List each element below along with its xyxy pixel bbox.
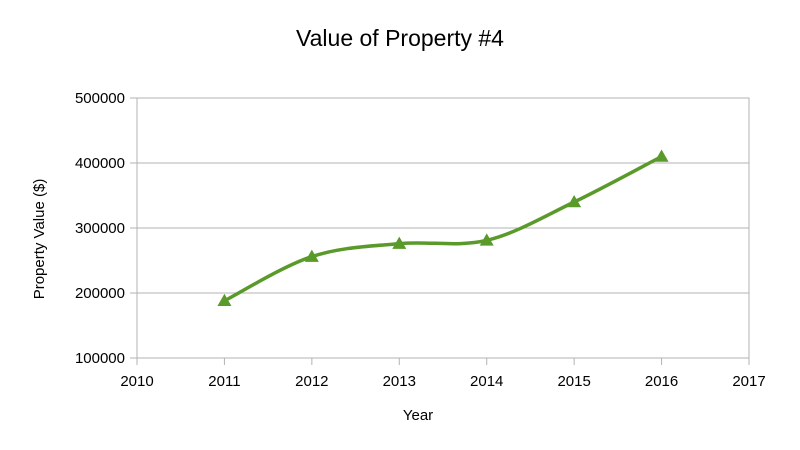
data-point-marker (567, 195, 582, 208)
x-tick-label: 2015 (557, 373, 590, 390)
x-tick-label: 2013 (383, 373, 416, 390)
x-axis-label: Year (403, 407, 433, 424)
data-point-marker (304, 249, 319, 262)
y-tick-label: 400000 (75, 155, 125, 172)
y-tick-label: 200000 (75, 285, 125, 302)
data-point-marker (654, 149, 669, 162)
data-point-marker (392, 236, 407, 249)
x-axis-ticks: 2010 2011 2012 2013 2014 2015 2016 2017 (120, 358, 766, 390)
x-tick-label: 2012 (295, 373, 328, 390)
data-point-marker (479, 233, 494, 246)
data-point-marker (217, 293, 232, 307)
y-axis-label: Property Value ($) (31, 179, 48, 300)
series-line (222, 154, 664, 303)
chart-title: Value of Property #4 (296, 25, 504, 51)
gridlines (137, 97, 749, 359)
plot-area-frame (136, 97, 750, 359)
y-tick-label: 300000 (75, 220, 125, 237)
x-tick-label: 2017 (732, 373, 765, 390)
x-tick-label: 2010 (120, 373, 153, 390)
y-tick-label: 500000 (75, 90, 125, 107)
y-tick-label: 100000 (75, 350, 125, 367)
y-axis-ticks: 100000 200000 300000 400000 500000 (75, 90, 137, 367)
series-group (217, 149, 669, 307)
x-tick-label: 2014 (470, 373, 503, 390)
x-tick-label: 2016 (645, 373, 678, 390)
x-tick-label: 2011 (208, 373, 240, 390)
